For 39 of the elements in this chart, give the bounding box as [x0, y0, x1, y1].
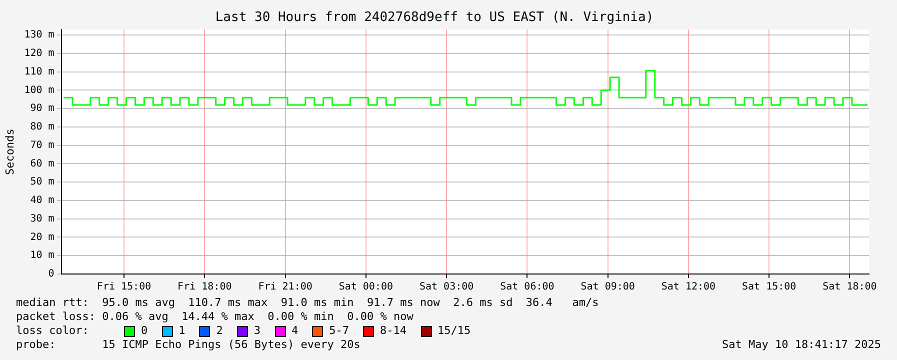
x-tick-label: Sat 00:00: [338, 282, 394, 293]
text: packet loss: 0.06 % avg 14.44 % max 0.00 % min 0.00 % now: [16, 310, 414, 324]
x-tick-label: Fri 15:00: [96, 282, 152, 293]
legend-label: 0: [141, 324, 148, 338]
x-tick-label: Sat 03:00: [419, 282, 474, 293]
y-tick-label: 90 m: [30, 103, 54, 114]
y-tick-label: 100 m: [24, 84, 54, 96]
legend-label: 5-7: [329, 324, 349, 338]
text: median rtt: 95.0 ms avg 110.7 ms max 91.0 ms min 91.7 ms now 2.6 ms sd 36.4 am/s: [16, 296, 600, 310]
x-tick-label: Fri 18:00: [178, 282, 232, 293]
y-tick-label: 80 m: [30, 122, 54, 133]
text: probe: 15 ICMP Echo Pings (56 Bytes) every 20s: [16, 338, 360, 352]
y-tick-label: 10 m: [30, 250, 54, 262]
y-tick-label: 20 m: [30, 232, 54, 243]
x-tick-label: Sat 15:00: [742, 282, 796, 293]
x-tick-label: Sat 09:00: [580, 282, 635, 293]
legend-label: 8-14: [380, 324, 406, 338]
y-axis-title: Seconds: [3, 128, 16, 175]
x-tick-label: Sat 12:00: [661, 282, 716, 293]
legend-label: 3: [254, 324, 260, 338]
y-tick-label: 120 m: [24, 48, 54, 60]
legend-label: 2: [216, 324, 223, 338]
legend-label: 15/15: [438, 324, 471, 338]
legend-title: loss color:: [16, 324, 90, 338]
y-tick-label: 30 m: [30, 213, 54, 224]
y-tick-label: 0: [48, 268, 54, 280]
legend-label: 1: [178, 324, 186, 338]
y-tick-label: 60 m: [30, 158, 54, 170]
x-tick-label: Sat 06:00: [500, 282, 554, 293]
y-tick-label: 50 m: [30, 176, 54, 188]
y-tick-label: 110 m: [24, 66, 54, 78]
y-tick-label: 130 m: [24, 30, 54, 41]
text: Sat May 10 18:41:17 2025: [722, 338, 881, 352]
x-tick-label: Sat 18:00: [822, 282, 877, 293]
legend-label: 4: [292, 324, 298, 338]
y-tick-label: 40 m: [30, 195, 54, 206]
y-tick-label: 70 m: [30, 140, 54, 151]
x-tick-label: Fri 21:00: [258, 282, 312, 293]
chart-title: Last 30 Hours from 2402768d9eff to US EAST (N. Virginia): [215, 10, 654, 26]
